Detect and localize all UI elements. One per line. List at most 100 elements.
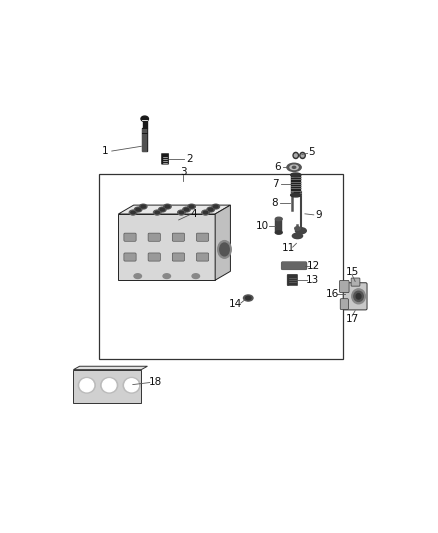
Ellipse shape bbox=[354, 291, 363, 302]
Ellipse shape bbox=[287, 163, 301, 172]
Text: 1: 1 bbox=[102, 146, 108, 156]
Ellipse shape bbox=[139, 204, 147, 209]
Polygon shape bbox=[118, 205, 230, 214]
Text: 7: 7 bbox=[272, 179, 279, 189]
Bar bbox=[291, 175, 301, 195]
Text: 14: 14 bbox=[229, 299, 242, 309]
Text: 8: 8 bbox=[272, 198, 278, 208]
Ellipse shape bbox=[184, 208, 189, 211]
Ellipse shape bbox=[300, 152, 305, 158]
Ellipse shape bbox=[153, 210, 161, 215]
Ellipse shape bbox=[129, 210, 137, 215]
Ellipse shape bbox=[165, 205, 170, 208]
Ellipse shape bbox=[101, 377, 118, 393]
FancyBboxPatch shape bbox=[172, 233, 184, 241]
Bar bbox=[143, 119, 147, 128]
FancyBboxPatch shape bbox=[343, 282, 367, 310]
Bar bbox=[276, 219, 282, 232]
Text: 5: 5 bbox=[308, 147, 314, 157]
Ellipse shape bbox=[141, 205, 145, 208]
Ellipse shape bbox=[141, 116, 148, 122]
Ellipse shape bbox=[244, 295, 253, 301]
Ellipse shape bbox=[290, 165, 298, 169]
Ellipse shape bbox=[207, 207, 215, 212]
Ellipse shape bbox=[291, 173, 301, 176]
FancyBboxPatch shape bbox=[340, 298, 348, 310]
Text: 3: 3 bbox=[180, 167, 187, 177]
Text: 9: 9 bbox=[315, 210, 322, 220]
Ellipse shape bbox=[159, 207, 166, 212]
Ellipse shape bbox=[155, 211, 159, 214]
Ellipse shape bbox=[131, 211, 135, 214]
Text: 17: 17 bbox=[346, 314, 359, 324]
Ellipse shape bbox=[183, 207, 190, 212]
Ellipse shape bbox=[294, 154, 297, 157]
Ellipse shape bbox=[352, 289, 365, 304]
Polygon shape bbox=[74, 366, 148, 370]
Ellipse shape bbox=[134, 207, 142, 212]
Ellipse shape bbox=[208, 208, 213, 211]
FancyBboxPatch shape bbox=[351, 278, 360, 286]
Ellipse shape bbox=[130, 211, 136, 215]
Ellipse shape bbox=[295, 228, 306, 234]
Ellipse shape bbox=[220, 243, 229, 256]
Ellipse shape bbox=[203, 211, 208, 214]
Ellipse shape bbox=[136, 208, 140, 211]
Ellipse shape bbox=[214, 205, 218, 208]
Ellipse shape bbox=[164, 204, 171, 209]
FancyBboxPatch shape bbox=[124, 253, 136, 261]
FancyBboxPatch shape bbox=[148, 233, 160, 241]
Ellipse shape bbox=[80, 379, 94, 392]
Ellipse shape bbox=[292, 233, 303, 239]
Ellipse shape bbox=[291, 193, 301, 197]
Ellipse shape bbox=[202, 210, 209, 215]
Ellipse shape bbox=[212, 204, 219, 209]
Ellipse shape bbox=[102, 379, 116, 392]
Polygon shape bbox=[215, 205, 230, 280]
Ellipse shape bbox=[276, 231, 282, 234]
FancyBboxPatch shape bbox=[197, 253, 208, 261]
Bar bbox=[142, 128, 147, 151]
Ellipse shape bbox=[78, 377, 95, 393]
Ellipse shape bbox=[292, 166, 296, 168]
Text: 15: 15 bbox=[346, 267, 359, 277]
FancyBboxPatch shape bbox=[148, 253, 160, 261]
Ellipse shape bbox=[246, 296, 251, 300]
Text: 11: 11 bbox=[282, 243, 295, 253]
Ellipse shape bbox=[178, 211, 184, 215]
FancyBboxPatch shape bbox=[281, 262, 307, 270]
Text: 16: 16 bbox=[326, 288, 339, 298]
Ellipse shape bbox=[218, 240, 231, 259]
Text: 2: 2 bbox=[187, 154, 193, 164]
Ellipse shape bbox=[154, 211, 160, 215]
Text: 4: 4 bbox=[191, 209, 197, 219]
FancyBboxPatch shape bbox=[287, 274, 298, 286]
Text: 13: 13 bbox=[305, 275, 319, 285]
FancyBboxPatch shape bbox=[197, 233, 208, 241]
Text: 12: 12 bbox=[307, 261, 320, 271]
Text: 18: 18 bbox=[149, 377, 162, 387]
Ellipse shape bbox=[301, 154, 304, 157]
Text: 10: 10 bbox=[256, 221, 269, 231]
Ellipse shape bbox=[163, 274, 170, 279]
Bar bbox=[99, 174, 343, 359]
FancyBboxPatch shape bbox=[172, 253, 184, 261]
Ellipse shape bbox=[160, 208, 165, 211]
Polygon shape bbox=[74, 370, 141, 403]
Ellipse shape bbox=[125, 379, 138, 392]
Ellipse shape bbox=[276, 217, 282, 221]
FancyBboxPatch shape bbox=[161, 154, 169, 164]
Ellipse shape bbox=[202, 211, 208, 215]
Ellipse shape bbox=[192, 274, 200, 279]
Ellipse shape bbox=[189, 205, 194, 208]
FancyBboxPatch shape bbox=[124, 233, 136, 241]
Ellipse shape bbox=[295, 227, 300, 230]
Ellipse shape bbox=[356, 294, 361, 299]
Ellipse shape bbox=[188, 204, 195, 209]
Ellipse shape bbox=[123, 377, 140, 393]
FancyBboxPatch shape bbox=[339, 280, 349, 293]
Text: 6: 6 bbox=[274, 163, 280, 172]
Ellipse shape bbox=[179, 211, 184, 214]
Ellipse shape bbox=[134, 274, 141, 279]
Polygon shape bbox=[118, 214, 215, 280]
